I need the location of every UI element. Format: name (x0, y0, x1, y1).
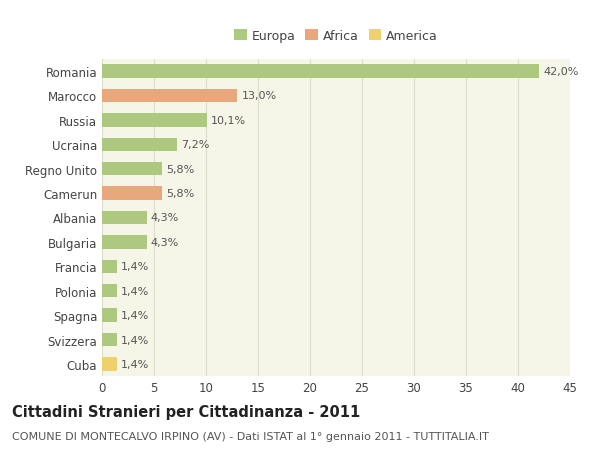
Text: 1,4%: 1,4% (121, 359, 149, 369)
Text: 1,4%: 1,4% (121, 310, 149, 320)
Bar (102, 162, 163, 176)
Bar (102, 187, 163, 201)
Bar (102, 333, 116, 347)
Text: 1,4%: 1,4% (121, 262, 149, 272)
Bar (102, 285, 116, 298)
Text: 5,8%: 5,8% (166, 189, 195, 199)
Bar (102, 138, 177, 151)
Text: Cittadini Stranieri per Cittadinanza - 2011: Cittadini Stranieri per Cittadinanza - 2… (12, 404, 360, 419)
Text: 7,2%: 7,2% (181, 140, 209, 150)
Text: 5,8%: 5,8% (166, 164, 195, 174)
Bar (102, 65, 539, 78)
Bar (102, 235, 147, 249)
Text: 1,4%: 1,4% (121, 286, 149, 296)
Bar (102, 309, 116, 322)
Legend: Europa, Africa, America: Europa, Africa, America (229, 25, 443, 48)
Text: 1,4%: 1,4% (121, 335, 149, 345)
Bar (102, 211, 147, 225)
Bar (102, 358, 116, 371)
Bar (102, 90, 237, 103)
Text: 4,3%: 4,3% (151, 237, 179, 247)
Bar (102, 260, 116, 274)
Text: 42,0%: 42,0% (543, 67, 578, 77)
Text: COMUNE DI MONTECALVO IRPINO (AV) - Dati ISTAT al 1° gennaio 2011 - TUTTITALIA.IT: COMUNE DI MONTECALVO IRPINO (AV) - Dati … (12, 431, 489, 442)
Text: 4,3%: 4,3% (151, 213, 179, 223)
Text: 13,0%: 13,0% (241, 91, 277, 101)
Bar (102, 114, 207, 127)
Text: 10,1%: 10,1% (211, 116, 247, 126)
